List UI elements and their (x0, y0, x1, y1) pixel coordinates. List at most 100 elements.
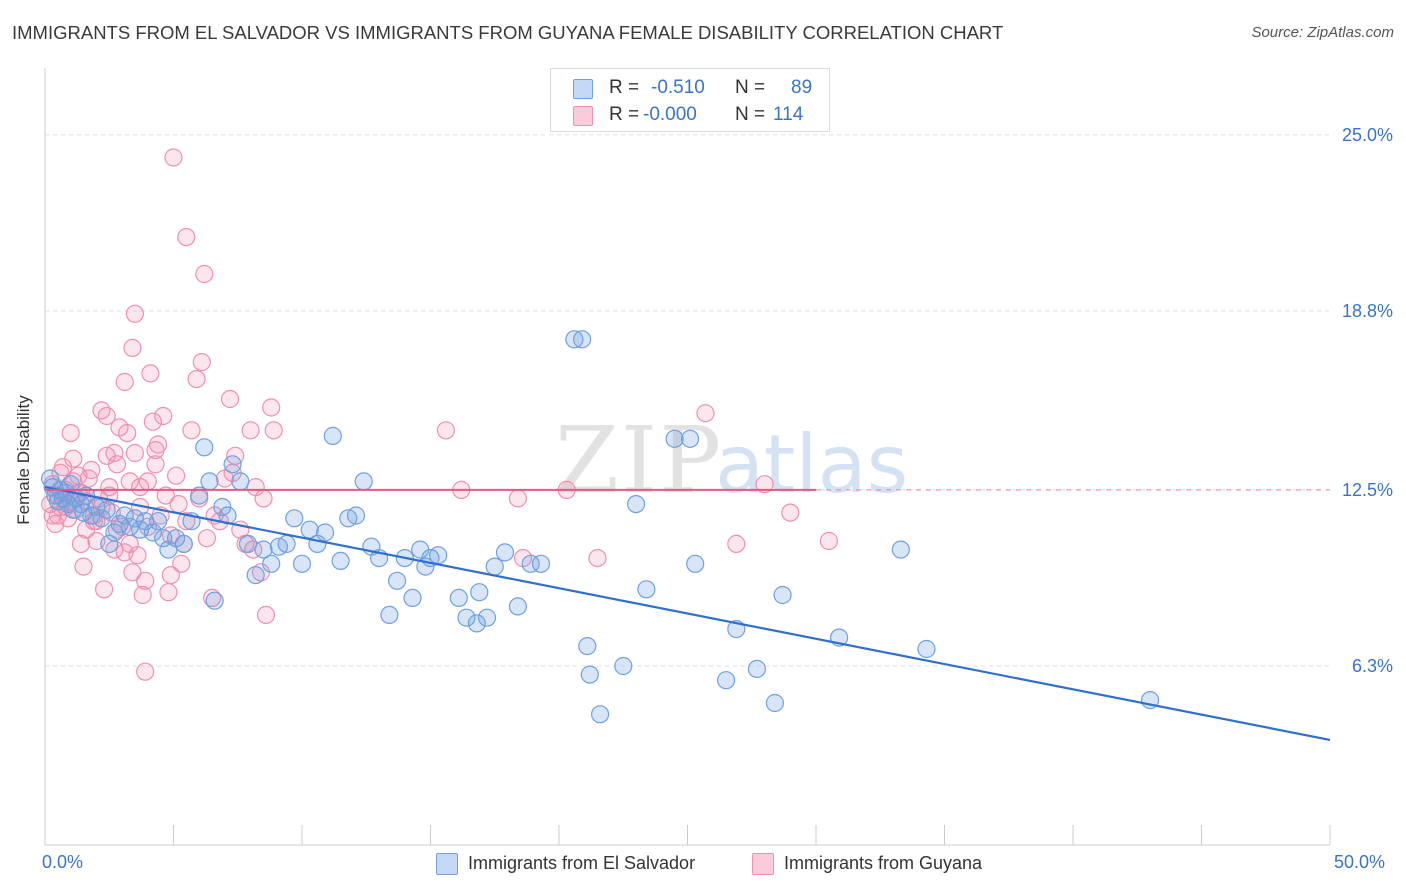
point-el-salvador-72 (485, 557, 504, 576)
point-guyana-33 (123, 338, 142, 357)
point-el-salvador-53 (331, 551, 350, 571)
point-guyana-64 (262, 398, 281, 417)
point-guyana-109 (696, 404, 715, 423)
point-guyana-44 (156, 486, 175, 505)
point-guyana-94 (149, 435, 168, 454)
point-guyana-92 (120, 472, 139, 491)
point-el-salvador-41 (238, 534, 258, 554)
bottom-legend-label: Immigrants from El Salvador (468, 853, 696, 873)
bottom-legend-swatch-pink (752, 853, 774, 875)
point-el-salvador-28 (154, 529, 173, 548)
point-guyana-84 (169, 495, 188, 514)
point-el-salvador-34 (195, 438, 214, 457)
point-el-salvador-55 (346, 506, 366, 525)
point-guyana-13 (71, 534, 91, 554)
point-el-salvador-81 (590, 705, 610, 724)
point-el-salvador-78 (572, 330, 592, 349)
point-guyana-111 (755, 475, 774, 494)
point-guyana-103 (436, 421, 455, 440)
y-tick-label-1: 12.5% (1342, 480, 1393, 500)
chart-title: IMMIGRANTS FROM EL SALVADOR VS IMMIGRANT… (12, 22, 1004, 43)
legend-r-label: R = (609, 77, 640, 98)
point-el-salvador-83 (626, 495, 646, 514)
bottom-legend-label: Immigrants from Guyana (784, 853, 983, 873)
point-el-salvador-18 (100, 534, 119, 554)
legend-swatch-blue (573, 79, 593, 99)
point-guyana-69 (97, 406, 116, 426)
point-el-salvador-39 (223, 455, 242, 474)
point-el-salvador-94 (891, 540, 910, 559)
point-guyana-41 (143, 412, 162, 431)
point-guyana-77 (115, 543, 134, 562)
series-el-salvador (40, 330, 1160, 724)
point-guyana-40 (141, 364, 160, 383)
legend-swatch-pink (573, 106, 593, 126)
point-guyana-53 (203, 588, 222, 608)
point-el-salvador-23 (125, 509, 144, 528)
point-guyana-27 (107, 455, 127, 474)
point-guyana-30 (115, 372, 134, 392)
point-el-salvador-52 (323, 426, 342, 445)
point-guyana-52 (197, 529, 216, 548)
point-el-salvador-36 (205, 591, 224, 610)
point-guyana-21 (92, 401, 111, 420)
trend-lines (44, 485, 1331, 741)
point-guyana-78 (123, 563, 142, 582)
series-guyana (40, 148, 839, 681)
point-el-salvador-95 (917, 639, 936, 659)
point-guyana-66 (177, 228, 196, 247)
point-el-salvador-51 (316, 523, 335, 542)
point-el-salvador-40 (231, 472, 250, 491)
bottom-legend-swatch-blue (436, 853, 458, 875)
point-guyana-113 (819, 531, 839, 551)
point-el-salvador-71 (477, 608, 497, 627)
point-el-salvador-76 (531, 554, 551, 573)
point-el-salvador-46 (277, 534, 296, 554)
point-el-salvador-17 (97, 500, 116, 519)
point-guyana-65 (164, 148, 183, 167)
point-guyana-82 (154, 406, 173, 426)
point-guyana-31 (118, 424, 137, 443)
watermark-atlas: atlas (715, 418, 908, 511)
point-el-salvador-59 (380, 605, 399, 625)
point-el-salvador-56 (354, 472, 373, 491)
legend-n-value: 89 (791, 77, 813, 98)
point-el-salvador-26 (143, 523, 162, 542)
point-el-salvador-62 (403, 588, 422, 608)
point-el-salvador-60 (388, 571, 407, 590)
point-el-salvador-84 (637, 580, 656, 599)
point-el-salvador-31 (174, 534, 193, 554)
point-guyana-67 (195, 264, 214, 284)
point-el-salvador-44 (262, 554, 281, 573)
point-guyana-22 (94, 580, 114, 599)
point-el-salvador-80 (580, 665, 599, 684)
point-guyana-112 (781, 503, 800, 522)
point-guyana-47 (172, 554, 191, 573)
point-el-salvador-92 (773, 585, 792, 605)
axes (44, 68, 1331, 846)
y-tick-label-2: 18.8% (1342, 301, 1393, 321)
point-el-salvador-16 (92, 509, 111, 528)
point-el-salvador-15 (87, 497, 106, 517)
legend-n-value: 114 (773, 104, 804, 125)
point-guyana-105 (508, 489, 528, 508)
point-guyana-102 (264, 421, 283, 440)
point-el-salvador-77 (565, 330, 584, 349)
point-guyana-37 (133, 585, 152, 605)
point-el-salvador-27 (149, 512, 168, 531)
point-guyana-46 (167, 466, 186, 485)
point-guyana-108 (588, 548, 607, 568)
point-el-salvador-70 (470, 583, 489, 602)
point-el-salvador-35 (200, 472, 219, 491)
y-tick-labels: 6.3% 12.5% 18.8% 25.0% (1342, 125, 1393, 676)
point-el-salvador-91 (765, 693, 785, 713)
legend-n-label: N = (735, 77, 766, 98)
point-guyana-14 (74, 557, 93, 576)
point-guyana-95 (159, 583, 178, 602)
point-guyana-93 (136, 571, 155, 590)
legend-n-label: N = (735, 104, 766, 125)
watermark: ZIP atlas (555, 407, 908, 514)
point-guyana-48 (177, 512, 196, 531)
point-guyana-81 (146, 455, 165, 474)
point-guyana-38 (136, 662, 155, 681)
